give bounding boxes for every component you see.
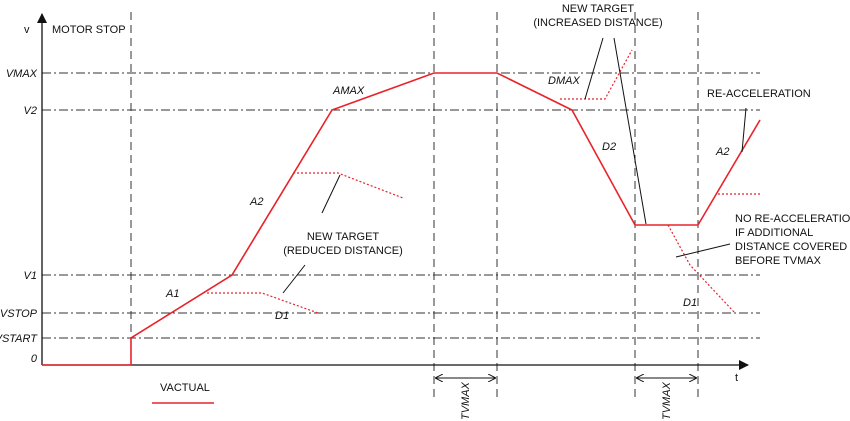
leader-reduced-upper (321, 174, 341, 214)
velocity-labels: VMAX V2 V1 VSTOP VSTART 0 (0, 68, 38, 365)
segment-a1: A1 (165, 288, 179, 300)
tvmax-interval-first: TVMAX (436, 378, 495, 420)
leader-reduced-lower (282, 264, 306, 294)
vactual-profile (42, 72, 761, 366)
annotation-no-reacceleration-line-4: BEFORE TVMAX (735, 255, 822, 267)
x-axis-label: t (735, 372, 738, 384)
vstart-label: VSTART (0, 333, 38, 345)
legend-label: VACTUAL (160, 382, 210, 394)
annotation-no-reacceleration-line-2: IF ADDITIONAL (735, 227, 813, 239)
segment-d2: D2 (602, 141, 616, 153)
vstop-label: VSTOP (0, 308, 38, 320)
v1-label: V1 (24, 270, 37, 282)
alternative-branches (207, 49, 762, 314)
y-axis-label: v (24, 24, 30, 36)
annotation-reacceleration: RE-ACCELERATION (707, 88, 811, 100)
segment-labels: A1 A2 AMAX DMAX D2 D1 D1 A2 (165, 75, 729, 322)
v2-label: V2 (24, 105, 37, 117)
time-guides (130, 12, 699, 400)
increased-target-branch (560, 49, 633, 100)
annotation-increased-line-2: (INCREASED DISTANCE) (533, 17, 662, 29)
leaders (282, 37, 747, 294)
leader-no-reacceleration (675, 243, 731, 258)
segment-d1-second: D1 (683, 297, 697, 309)
annotation-no-reacceleration-line-1: NO RE-ACCELERATION (735, 213, 850, 225)
tvmax-interval-second: TVMAX (637, 378, 696, 420)
velocity-guides (42, 72, 760, 339)
motor-stop-label: MOTOR STOP (52, 24, 126, 36)
segment-d1-first: D1 (275, 310, 289, 322)
reduced-target-branch-low (207, 292, 319, 314)
segment-amax: AMAX (332, 85, 365, 97)
no-reacceleration-branch (667, 224, 736, 314)
annotation-reduced-line-1: NEW TARGET (307, 231, 380, 243)
leader-increased-lower (584, 37, 604, 100)
segment-a2-second: A2 (715, 146, 729, 158)
leader-reacceleration (741, 107, 747, 153)
legend: VACTUAL (152, 382, 214, 404)
annotation-increased-line-1: NEW TARGET (562, 3, 635, 15)
vmax-label: VMAX (6, 68, 38, 80)
zero-label: 0 (31, 353, 38, 365)
annotation-reduced-line-2: (REDUCED DISTANCE) (283, 245, 403, 257)
annotation-increased: NEW TARGET (INCREASED DISTANCE) (533, 3, 662, 29)
reduced-target-branch-high (293, 172, 404, 199)
annotation-no-reacceleration-line-3: DISTANCE COVERED (735, 241, 847, 253)
tvmax-label-first: TVMAX (460, 381, 472, 420)
annotation-reduced: NEW TARGET (REDUCED DISTANCE) (283, 231, 403, 257)
segment-dmax: DMAX (548, 75, 580, 87)
tvmax-label-second: TVMAX (661, 381, 673, 420)
segment-a2: A2 (249, 196, 263, 208)
annotation-no-reacceleration: NO RE-ACCELERATION IF ADDITIONAL DISTANC… (735, 213, 850, 267)
leader-increased-upper (613, 37, 647, 225)
